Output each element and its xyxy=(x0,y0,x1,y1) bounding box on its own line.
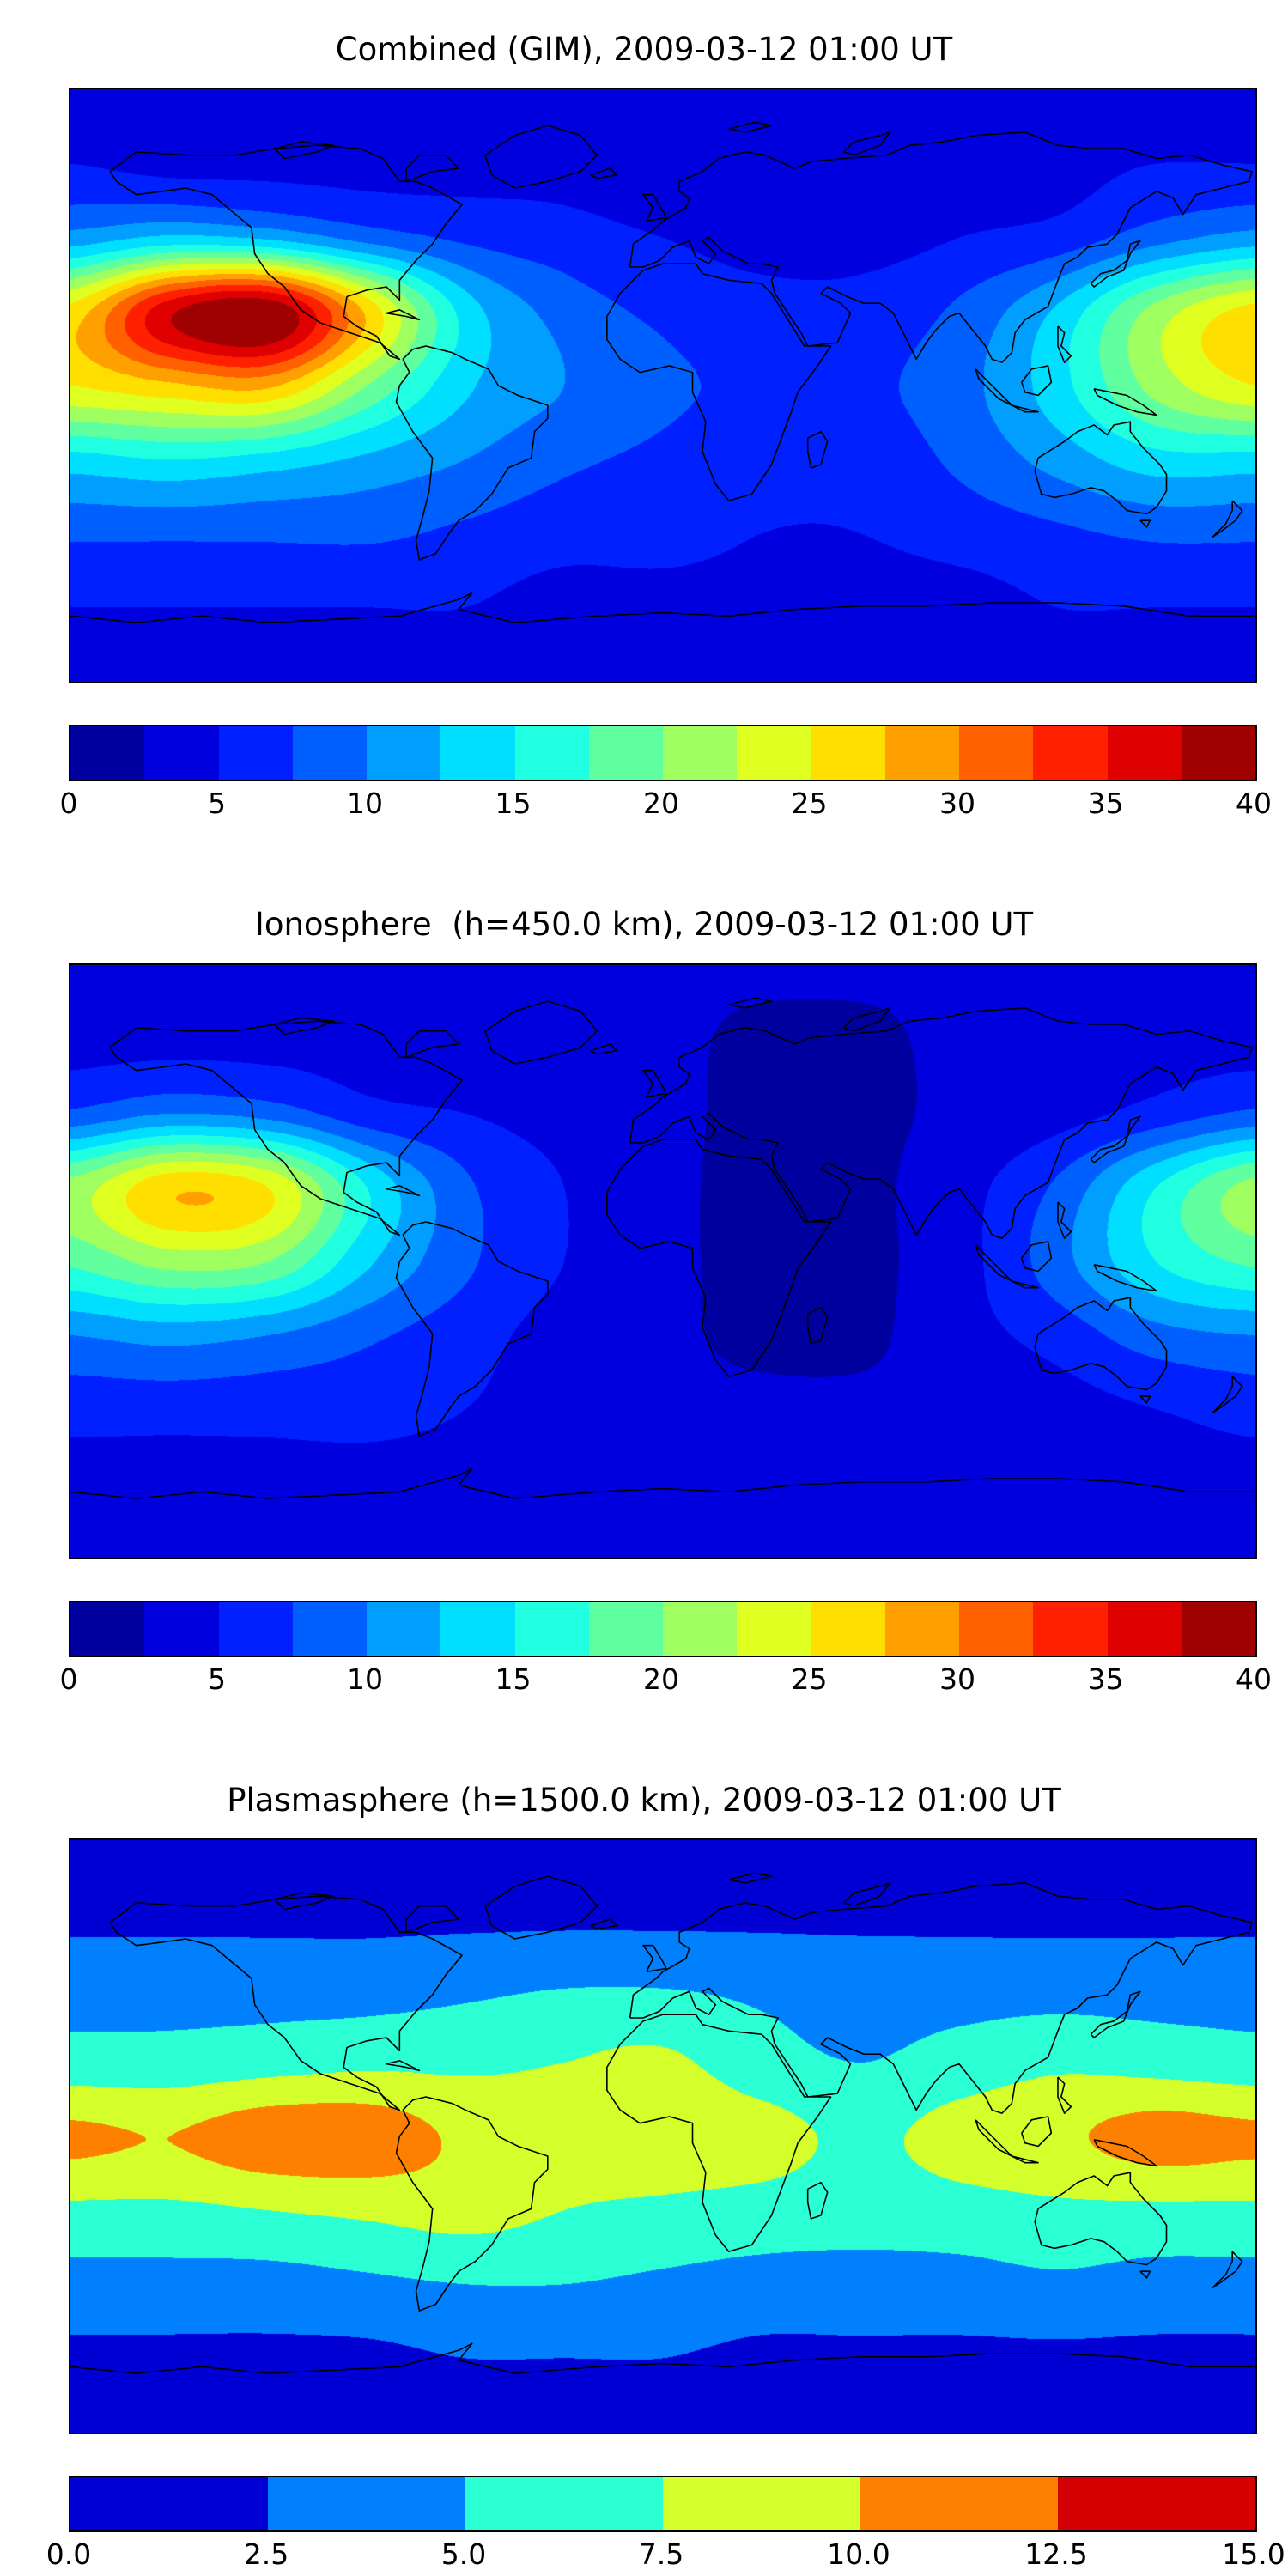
colorbar-segment xyxy=(663,726,738,781)
colorbar-tick: 5 xyxy=(208,1662,226,1696)
colorbar-segment xyxy=(860,2477,1058,2531)
colorbar-tick-labels: 0 5 10 15 20 25 30 35 40 xyxy=(60,781,1273,821)
colorbar-tick: 15 xyxy=(495,787,532,821)
colorbar-segment xyxy=(811,726,885,781)
colorbar-tick-labels: 0 5 10 15 20 25 30 35 40 xyxy=(60,1657,1273,1696)
colorbar-tick: 10 xyxy=(347,787,383,821)
colorbar-segment xyxy=(1107,726,1182,781)
tec-map-canvas xyxy=(70,1840,1255,2433)
colorbar-tick: 0 xyxy=(59,1662,78,1696)
map-ionosphere xyxy=(69,963,1257,1559)
colorbar-segment xyxy=(737,1601,811,1656)
colorbar-tick: 25 xyxy=(791,1662,828,1696)
colorbar-tick: 40 xyxy=(1236,787,1272,821)
map-combined-gim xyxy=(69,88,1257,684)
colorbar-segment xyxy=(144,1601,219,1656)
colorbar-segment xyxy=(1033,1601,1108,1656)
colorbar-segment xyxy=(367,1601,441,1656)
colorbar-segment xyxy=(1058,2477,1255,2531)
colorbar-segment xyxy=(663,1601,738,1656)
colorbar-segment xyxy=(884,1601,959,1656)
tec-map-canvas xyxy=(70,89,1255,683)
figure-plasmasphere: Plasmasphere (h=1500.0 km), 2009-03-12 0… xyxy=(0,1782,1288,2571)
colorbar-segment xyxy=(959,726,1034,781)
colorbar-tick-labels: 0.0 2.5 5.0 7.5 10.0 12.5 15.0 xyxy=(46,2532,1285,2572)
colorbar-tick: 12.5 xyxy=(1024,2537,1088,2572)
colorbar-segment xyxy=(663,2477,860,2531)
colorbar-tick: 0.0 xyxy=(46,2537,92,2572)
tec-map-canvas xyxy=(70,964,1255,1558)
colorbar-tick: 2.5 xyxy=(243,2537,289,2572)
colorbar-segment xyxy=(440,726,515,781)
colorbar-segment xyxy=(959,1601,1034,1656)
colorbar-tick: 35 xyxy=(1087,787,1124,821)
colorbar-tick: 30 xyxy=(939,787,975,821)
colorbar-segment xyxy=(465,2477,663,2531)
colorbar-segment xyxy=(70,1601,145,1656)
colorbar-tick: 15 xyxy=(495,1662,532,1696)
colorbar xyxy=(69,2476,1257,2533)
colorbar-tick: 5 xyxy=(208,787,226,821)
colorbar-tick: 10 xyxy=(347,1662,383,1696)
colorbar-segment xyxy=(292,726,367,781)
figure-combined-gim: Combined (GIM), 2009-03-12 01:00 UT 0 5 10… xyxy=(0,31,1288,820)
figure-title: Plasmasphere (h=1500.0 km), 2009-03-12 0… xyxy=(227,1781,1061,1819)
colorbar-segment xyxy=(70,2477,268,2531)
colorbar-segment xyxy=(1181,726,1255,781)
colorbar-segment xyxy=(811,1601,885,1656)
colorbar-tick: 20 xyxy=(643,1662,679,1696)
figure-title: Ionosphere (h=450.0 km), 2009-03-12 01:0… xyxy=(254,906,1034,944)
colorbar-segment xyxy=(588,726,663,781)
colorbar-segment xyxy=(737,726,811,781)
colorbar-tick: 30 xyxy=(939,1662,975,1696)
map-plasmasphere xyxy=(69,1838,1257,2435)
colorbar-tick: 15.0 xyxy=(1222,2537,1285,2572)
colorbar-segment xyxy=(268,2477,465,2531)
colorbar-segment xyxy=(1181,1601,1255,1656)
colorbar-tick: 0 xyxy=(59,787,78,821)
figure-title: Combined (GIM), 2009-03-12 01:00 UT xyxy=(335,31,953,68)
colorbar-segment xyxy=(367,726,441,781)
colorbar-tick: 40 xyxy=(1236,1662,1272,1696)
colorbar-segment xyxy=(218,726,293,781)
colorbar-segment xyxy=(884,726,959,781)
colorbar-tick: 25 xyxy=(791,787,828,821)
colorbar xyxy=(69,725,1257,782)
colorbar-segment xyxy=(588,1601,663,1656)
colorbar-segment xyxy=(144,726,219,781)
colorbar-tick: 5.0 xyxy=(440,2537,487,2572)
colorbar-segment xyxy=(1107,1601,1182,1656)
colorbar-tick: 35 xyxy=(1087,1662,1124,1696)
colorbar-segment xyxy=(440,1601,515,1656)
colorbar-tick: 7.5 xyxy=(638,2537,684,2572)
colorbar-segment xyxy=(514,1601,589,1656)
colorbar-segment xyxy=(1033,726,1108,781)
colorbar-tick: 10.0 xyxy=(827,2537,890,2572)
colorbar-tick: 20 xyxy=(643,787,679,821)
colorbar xyxy=(69,1600,1257,1657)
figure-ionosphere: Ionosphere (h=450.0 km), 2009-03-12 01:0… xyxy=(0,906,1288,1695)
colorbar-segment xyxy=(218,1601,293,1656)
colorbar-segment xyxy=(292,1601,367,1656)
colorbar-segment xyxy=(514,726,589,781)
colorbar-segment xyxy=(70,726,145,781)
